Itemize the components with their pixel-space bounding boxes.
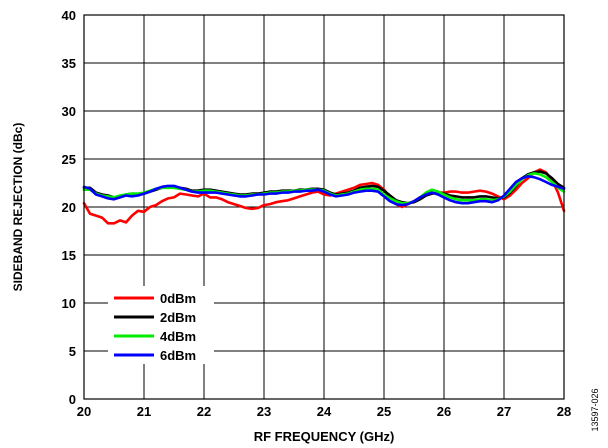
- x-tick-label: 23: [257, 404, 271, 419]
- y-tick-label: 30: [62, 104, 76, 119]
- series-line-0dBm: [82, 168, 566, 225]
- y-tick-label: 10: [62, 296, 76, 311]
- y-tick-label: 5: [69, 344, 76, 359]
- x-tick-label: 22: [197, 404, 211, 419]
- y-tick-label: 0: [69, 392, 76, 407]
- x-tick-label: 27: [497, 404, 511, 419]
- x-tick-label: 28: [557, 404, 571, 419]
- y-tick-labels: 0 5 10 15 20 25 30 35 40: [62, 8, 76, 407]
- legend-label-2dBm: 2dBm: [160, 310, 196, 325]
- x-tick-label: 21: [137, 404, 151, 419]
- series-layer: [82, 168, 566, 225]
- y-axis-label: SIDEBAND REJECTION (dBc): [11, 123, 25, 292]
- x-tick-labels: 20 21 22 23 24 25 26 27 28: [77, 404, 571, 419]
- y-tick-label: 15: [62, 248, 76, 263]
- x-tick-label: 25: [377, 404, 391, 419]
- legend-label-4dBm: 4dBm: [160, 329, 196, 344]
- series-line-6dBm: [82, 175, 566, 207]
- y-tick-label: 25: [62, 152, 76, 167]
- figure-id: 13597-026: [590, 388, 600, 431]
- y-tick-label: 20: [62, 200, 76, 215]
- legend: 0dBm 2dBm 4dBm 6dBm: [114, 291, 196, 363]
- x-tick-label: 26: [437, 404, 451, 419]
- legend-label-0dBm: 0dBm: [160, 291, 196, 306]
- y-tick-label: 40: [62, 8, 76, 23]
- legend-label-6dBm: 6dBm: [160, 348, 196, 363]
- y-tick-label: 35: [62, 56, 76, 71]
- x-axis-label: RF FREQUENCY (GHz): [254, 429, 395, 444]
- x-tick-label: 24: [317, 404, 332, 419]
- x-tick-label: 20: [77, 404, 91, 419]
- plot-frame: [83, 14, 565, 400]
